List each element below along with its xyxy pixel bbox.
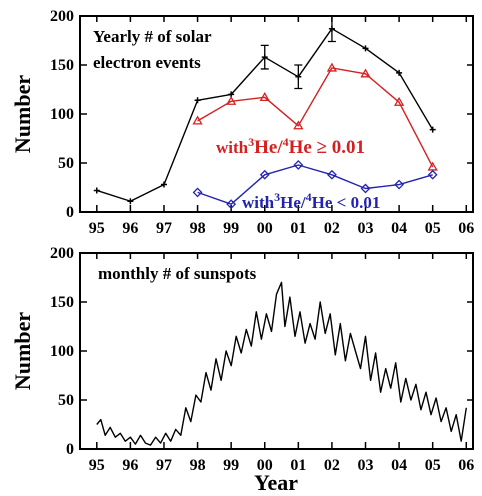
data-point	[93, 187, 100, 194]
x-tick-label: 04	[391, 457, 407, 474]
bottom-x-axis-label: Year	[254, 470, 298, 495]
x-tick-label: 99	[223, 220, 239, 237]
series-line-1	[197, 67, 434, 168]
x-tick-label: 97	[156, 457, 172, 474]
x-tick-label: 00	[257, 457, 273, 474]
x-tick-label: 01	[290, 220, 306, 237]
data-point	[192, 187, 203, 198]
x-tick-label: 02	[324, 220, 340, 237]
data-point	[293, 120, 304, 130]
data-point	[194, 97, 201, 104]
data-point	[362, 45, 369, 52]
x-tick-label: 04	[391, 220, 407, 237]
y-tick-label: 200	[50, 8, 74, 25]
x-tick-label: 98	[190, 457, 206, 474]
data-point	[427, 169, 438, 180]
y-tick-label: 150	[50, 57, 74, 74]
x-tick-label: 06	[458, 457, 474, 474]
data-point	[226, 95, 237, 105]
x-tick-label: 95	[89, 220, 105, 237]
y-tick-label: 100	[50, 343, 74, 360]
data-point	[328, 25, 335, 32]
data-point	[293, 160, 304, 170]
x-tick-label: 97	[156, 220, 172, 237]
data-point	[160, 181, 167, 188]
data-point	[127, 198, 134, 205]
y-tick-label: 0	[66, 441, 74, 458]
data-point	[327, 169, 337, 180]
legend-red-he: He/	[254, 137, 283, 158]
x-tick-label: 03	[358, 457, 374, 474]
x-tick-label: 03	[358, 220, 374, 237]
y-tick-label: 100	[50, 106, 74, 123]
legend-blue-label: with3He/4He < 0.01	[242, 190, 380, 212]
bottom-y-tick-labels: 0 50 100 150 200	[50, 245, 74, 458]
data-point	[259, 92, 270, 101]
y-tick-label: 200	[50, 245, 74, 262]
data-point	[259, 169, 270, 180]
x-tick-label: 06	[458, 220, 474, 237]
legend-red-sup3: 3	[248, 135, 254, 149]
y-tick-label: 50	[58, 155, 74, 172]
legend-blue-sup4: 4	[306, 190, 312, 204]
legend-red-with: with	[216, 138, 249, 157]
data-point	[396, 69, 403, 76]
top-panel: 0 50 100 150 200 95 96 97 98 99 00 01 02 03 04 05 06 Nu…	[10, 8, 474, 237]
legend-red-ratio: He ≥ 0.01	[289, 137, 365, 158]
x-tick-label: 05	[425, 457, 441, 474]
legend-red-sup4: 4	[283, 135, 289, 149]
bottom-y-axis-label: Number	[10, 312, 35, 390]
legend-blue-sup3: 3	[274, 190, 280, 204]
data-point	[192, 115, 203, 125]
data-point	[429, 126, 436, 133]
top-x-tick-labels: 95 96 97 98 99 00 01 02 03 04 05 06	[89, 220, 474, 237]
x-tick-label: 01	[290, 457, 306, 474]
bottom-annotation-line1: monthly # of sunspots	[98, 264, 257, 283]
x-tick-label: 98	[190, 220, 206, 237]
data-point	[360, 68, 371, 78]
top-annotation-line1: Yearly # of solar	[93, 27, 212, 46]
bottom-axis-ticks	[80, 252, 473, 450]
bottom-x-tick-labels: 95 96 97 98 99 00 01 02 03 04 05 06	[89, 457, 474, 474]
data-point	[360, 183, 371, 194]
series-line-0	[96, 281, 467, 446]
top-annotation-line2: electron events	[93, 53, 201, 72]
legend-blue-he: He/	[280, 193, 306, 212]
x-tick-label: 00	[257, 220, 273, 237]
data-point	[261, 54, 268, 61]
data-point	[326, 62, 338, 72]
bottom-series-marks	[96, 281, 467, 446]
x-tick-label: 96	[122, 220, 138, 237]
x-tick-label: 95	[89, 457, 105, 474]
data-point	[394, 179, 405, 190]
data-point	[226, 199, 237, 210]
top-axis-ticks	[80, 15, 473, 213]
y-tick-label: 0	[66, 204, 74, 221]
bottom-panel: 0 50 100 150 200 95 96 97 98 99 00 01 02 03 04 05 06 Nu…	[10, 245, 474, 495]
y-tick-label: 50	[58, 392, 74, 409]
legend-red-label: with3He/4He ≥ 0.01	[216, 135, 365, 158]
data-point	[295, 73, 302, 80]
series-line-2	[197, 164, 433, 205]
x-tick-label: 02	[324, 457, 340, 474]
x-tick-label: 99	[223, 457, 239, 474]
legend-blue-with: with	[242, 193, 275, 212]
x-tick-label: 96	[122, 457, 138, 474]
top-series-marks	[93, 15, 438, 210]
x-tick-label: 05	[425, 220, 441, 237]
top-y-tick-labels: 0 50 100 150 200	[50, 8, 74, 221]
legend-blue-ratio: He < 0.01	[312, 193, 381, 212]
y-tick-label: 150	[50, 294, 74, 311]
data-point	[393, 96, 405, 106]
top-y-axis-label: Number	[10, 75, 35, 153]
